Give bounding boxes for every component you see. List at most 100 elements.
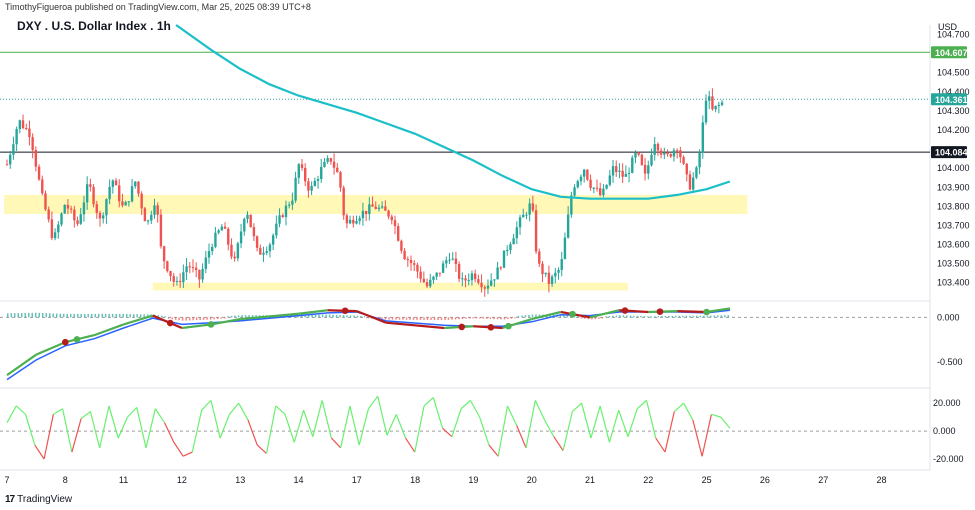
candle-body <box>599 188 602 196</box>
macd-histogram-bar <box>41 312 44 318</box>
oscillator-line-segment <box>497 405 509 457</box>
macd-histogram-bar <box>689 315 691 318</box>
macd-histogram-bar <box>654 316 656 318</box>
candle-body <box>121 201 124 206</box>
candle-body <box>153 205 156 215</box>
macd-histogram-bar <box>342 315 345 318</box>
candle-body <box>320 166 323 180</box>
macd-cross-down-dot <box>458 323 466 331</box>
macd-histogram-bar <box>38 312 40 318</box>
macd-histogram-bar <box>300 315 303 318</box>
macd-histogram-bar <box>157 315 159 318</box>
macd-histogram-bar <box>181 317 184 321</box>
oscillator-line-segment <box>173 441 184 457</box>
candle-body <box>175 280 179 282</box>
candle-body <box>483 287 486 289</box>
macd-histogram-bar <box>465 317 467 319</box>
candle-body <box>307 181 310 191</box>
candle-body <box>640 154 644 165</box>
candle-body <box>445 260 448 264</box>
chart-title[interactable]: DXY . U.S. Dollar Index . 1h <box>17 19 171 33</box>
candle-body <box>25 127 28 129</box>
macd-cross-down-dot <box>621 307 629 314</box>
tradingview-brand[interactable]: 17 TradingView <box>5 494 72 505</box>
candle-body <box>69 208 73 210</box>
price-tick-label: 103.700 <box>937 220 970 230</box>
time-tick-label: 8 <box>63 475 68 485</box>
macd-histogram-bar <box>601 317 604 319</box>
time-tick-label: 27 <box>818 475 828 485</box>
candle-body <box>380 206 384 208</box>
macd-histogram-bar <box>195 317 198 321</box>
macd-line-segment <box>181 323 212 330</box>
macd-histogram-bar <box>559 314 562 318</box>
candle-body <box>368 204 371 214</box>
candle-body <box>108 186 111 200</box>
oscillator-line-segment <box>284 414 295 443</box>
candle-body <box>711 96 714 110</box>
macd-histogram-bar <box>87 313 89 318</box>
oscillator-line-segment <box>62 408 73 453</box>
macd-histogram-bar <box>353 315 355 318</box>
candle-body <box>239 231 243 244</box>
macd-histogram-bar <box>391 317 394 320</box>
macd-histogram-bar <box>52 313 54 318</box>
candle-body <box>227 228 230 245</box>
oscillator-line-segment <box>15 405 26 415</box>
time-tick-label: 20 <box>527 475 537 485</box>
macd-histogram-bar <box>69 313 72 318</box>
candle-body <box>704 100 708 123</box>
candle-body <box>12 144 15 155</box>
macd-histogram-bar <box>241 315 243 318</box>
candle-body <box>310 185 313 191</box>
candle-body <box>477 279 480 283</box>
macd-histogram-bar <box>650 316 653 318</box>
candle-body <box>336 167 339 173</box>
oscillator-line-segment <box>136 407 147 448</box>
candle-body <box>602 188 605 196</box>
candle-body <box>515 227 519 239</box>
macd-histogram-bar <box>237 315 240 318</box>
macd-histogram-bar <box>675 315 677 318</box>
candle-body <box>512 238 515 245</box>
macd-histogram-bar <box>388 317 390 320</box>
candle-body <box>685 163 688 175</box>
macd-histogram-bar <box>178 317 180 321</box>
oscillator-line-segment <box>34 444 45 460</box>
candle-body <box>618 170 621 172</box>
macd-histogram-bar <box>125 313 128 318</box>
oscillator-line-segment <box>562 411 573 451</box>
oscillator-line-segment <box>720 416 731 429</box>
candle-body <box>451 258 454 260</box>
macd-histogram-bar <box>66 313 68 318</box>
horizontal-levels <box>0 51 930 153</box>
price-badges: 104.607 104.361 104.084 <box>931 46 968 159</box>
macd-histogram-bar <box>458 317 460 320</box>
macd-signal-line <box>6 309 730 381</box>
candle-body <box>627 172 631 174</box>
candle-body <box>262 252 265 255</box>
candle-body <box>518 217 522 228</box>
macd-histogram-bar <box>307 314 310 318</box>
macd-histogram-bar <box>146 314 149 318</box>
macd-histogram-bar <box>598 317 600 319</box>
macd-histogram-bar <box>108 313 110 318</box>
oscillator-line-segment <box>145 408 156 448</box>
candle-body <box>496 267 499 280</box>
macd-histogram-bar <box>699 315 702 318</box>
macd-histogram-bar <box>34 312 37 318</box>
time-tick-label: 13 <box>235 475 245 485</box>
oscillator-line-segment <box>6 405 17 424</box>
candle-body <box>688 174 692 190</box>
candle-body <box>281 215 284 217</box>
candle-body <box>111 180 115 187</box>
candle-body <box>409 259 413 264</box>
candle-body <box>178 280 182 283</box>
candle-body <box>579 176 583 182</box>
macd-histogram-bar <box>692 315 695 318</box>
macd-histogram-bar <box>248 315 250 318</box>
oscillator-line-segment <box>581 403 592 439</box>
candle-body <box>194 267 198 271</box>
candle-body <box>332 161 336 168</box>
chart-canvas[interactable]: 104.700 104.500 104.400 104.300 104.200 104.0… <box>0 0 975 492</box>
